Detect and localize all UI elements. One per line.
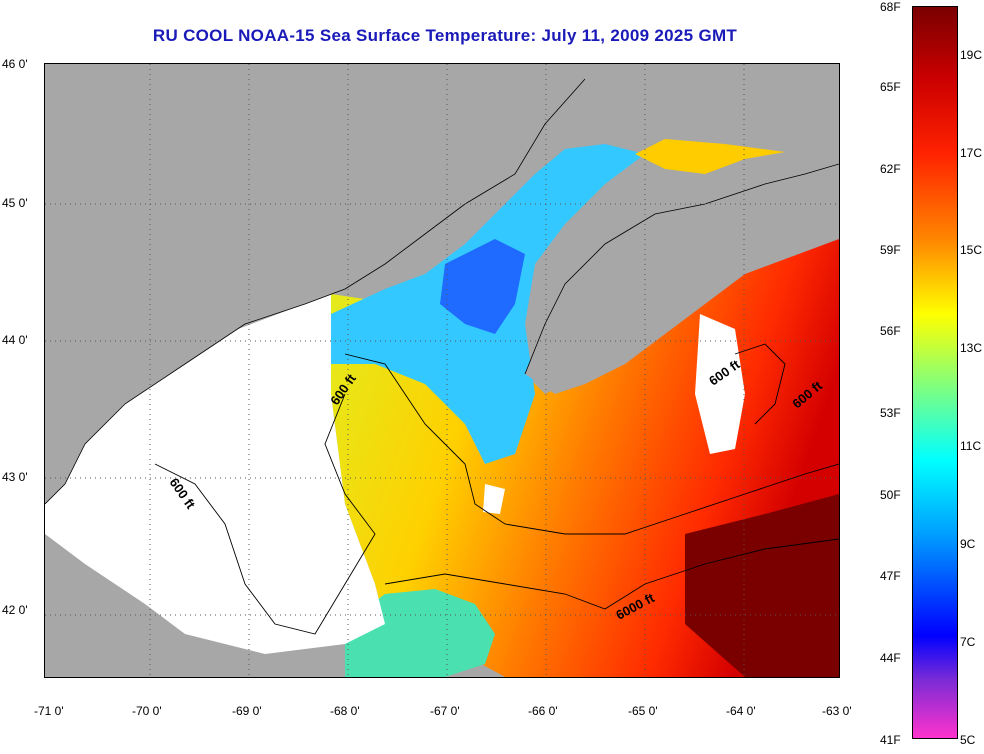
lon-tick: -71 0' (34, 704, 64, 718)
lon-tick: -70 0' (132, 704, 162, 718)
lat-tick: 43 0' (2, 470, 28, 484)
colorbar-f-label: 65F (880, 80, 901, 94)
lon-tick: -64 0' (726, 704, 756, 718)
cool-water-fundy (635, 139, 785, 174)
lat-tick: 45 0' (2, 196, 28, 210)
sst-map: 600 ft 600 ft 600 ft 600 ft 6000 ft (44, 63, 840, 678)
colorbar-c-label: 9C (960, 537, 976, 551)
lon-tick: -69 0' (232, 704, 262, 718)
colorbar-c-label: 11C (960, 439, 982, 453)
lat-tick: 42 0' (2, 603, 28, 617)
map-title: RU COOL NOAA-15 Sea Surface Temperature:… (152, 26, 738, 45)
colorbar-f-label: 41F (880, 733, 901, 747)
sst-map-graphic: 600 ft 600 ft 600 ft 600 ft 6000 ft (45, 64, 839, 677)
colorbar-c-label: 5C (960, 733, 976, 747)
colorbar-f-label: 68F (880, 0, 901, 14)
lon-tick: -63 0' (822, 704, 852, 718)
colorbar-c-label: 19C (960, 48, 983, 62)
colorbar-c-label: 7C (960, 635, 976, 649)
colorbar-gradient (913, 7, 957, 738)
colorbar-f-label: 62F (880, 162, 901, 176)
colorbar-f-label: 59F (880, 243, 901, 257)
colorbar-c-label: 15C (960, 243, 983, 257)
lon-tick: -68 0' (330, 704, 360, 718)
colorbar-f-label: 47F (880, 569, 901, 583)
land-new-brunswick (585, 64, 839, 149)
lat-tick: 44 0' (2, 333, 28, 347)
land-cape-cod (45, 584, 155, 654)
cloud-east (695, 314, 745, 454)
lon-tick: -67 0' (430, 704, 460, 718)
colorbar-f-label: 56F (880, 324, 901, 338)
colorbar-c-label: 17C (960, 146, 983, 160)
colorbar-f-label: 44F (880, 651, 901, 665)
land-nova-scotia (525, 164, 839, 394)
colorbar-f-label: 50F (880, 488, 901, 502)
hot-core (685, 494, 839, 677)
colorbar-c-label: 13C (960, 341, 983, 355)
temperature-colorbar (912, 6, 958, 739)
cool-water-south (345, 589, 495, 677)
lat-tick: 46 0' (2, 57, 28, 71)
colorbar-f-label: 53F (880, 406, 901, 420)
lon-tick: -66 0' (528, 704, 558, 718)
lon-tick: -65 0' (628, 704, 658, 718)
land-maine (45, 64, 605, 504)
cloud-patch (483, 484, 505, 514)
cool-water-deep (440, 239, 525, 334)
